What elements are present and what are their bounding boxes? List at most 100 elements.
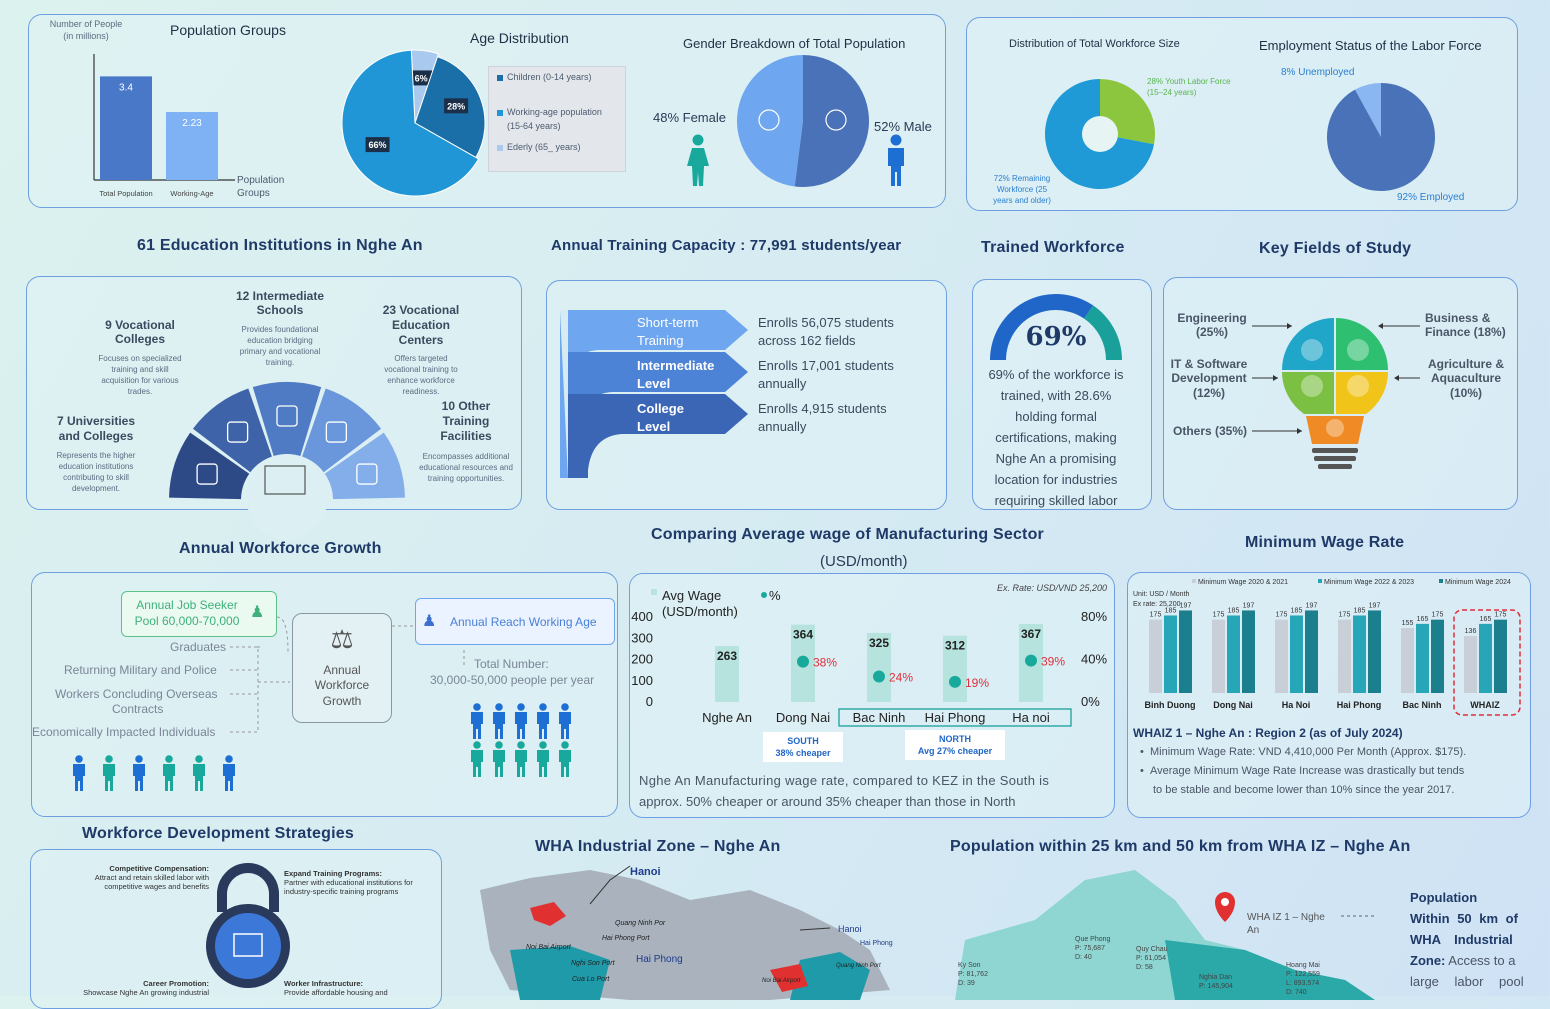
minwage-bar-label: 197 (1180, 602, 1192, 609)
minwage-rate: Ex rate: 25,200 (1133, 601, 1181, 608)
map2-nd-2: P: 145,904 (1199, 983, 1233, 990)
education-segment-icon (276, 405, 298, 427)
edu-vocc-desc-4: trades. (127, 387, 153, 396)
edu-vocc-desc-3: acquisition for various (101, 376, 179, 385)
minwage-bar-label: 185 (1291, 607, 1303, 614)
minwage-bar (1212, 619, 1225, 693)
wage-ytick: 400 (631, 609, 653, 624)
trained-gauge (990, 294, 1122, 360)
wage-bar-label: 364 (793, 628, 813, 642)
training-row3-desc-2: annually (758, 419, 807, 434)
edu-vcenters-desc-1: Offers targeted (394, 354, 448, 363)
field-it-2: Development (1171, 371, 1247, 385)
wage-pct-label: 38% (813, 656, 837, 670)
edu-other-title-3: Facilities (440, 429, 492, 443)
wage-legend-swatch-pct (761, 592, 767, 598)
map2-qc-1: Quy Chau (1136, 946, 1168, 953)
edu-intermediate-desc-2: education bridging (247, 336, 313, 345)
age-slice-label: 28% (447, 101, 465, 111)
minwage-bar-label: 175 (1339, 612, 1351, 619)
trained-line-5: Nghe An a promising (995, 451, 1117, 466)
trained-line-7: requiring skilled labor (994, 493, 1118, 508)
person-icon (103, 755, 115, 791)
strat-exp-1: Expand Training Programs: (284, 869, 382, 878)
wage-pct-point (949, 675, 961, 688)
training-row3-label-2: Level (637, 419, 671, 434)
growth-center-3: Growth (322, 694, 362, 708)
minwage-legend-swatch (1192, 579, 1196, 583)
minwage-bar (1431, 619, 1444, 693)
wage-pct-point (1025, 654, 1037, 667)
age-legend-elderly: Ederly (65_ years) (497, 142, 581, 152)
field-agri-2: Aquaculture (1430, 371, 1501, 385)
gender-title: Gender Breakdown of Total Population (683, 36, 906, 51)
education-segment (252, 382, 322, 456)
wage-bar (867, 632, 891, 702)
minwage-head: WHAIZ 1 – Nghe An : Region 2 (as of July… (1133, 726, 1403, 740)
wage-ytick: 100 (631, 673, 653, 688)
strat-exp-2: Partner with educational institutions fo… (284, 878, 413, 887)
edu-vocc-desc-1: Focuses on specialized (98, 354, 182, 363)
fields-lightbulb (1282, 318, 1388, 469)
field-biz-2: Finance (18%) (1425, 325, 1506, 339)
wage-ytick: 0 (646, 694, 653, 709)
minwage-bar (1416, 623, 1429, 693)
minwage-bar (1179, 610, 1192, 693)
minwage-bar (1494, 619, 1507, 693)
edu-vcenters-desc-4: readiness. (402, 387, 440, 396)
fields-arrows (1252, 323, 1420, 434)
edu-other-desc-2: educational resources and (419, 463, 513, 472)
minwage-category-label: Hai Phong (1337, 700, 1382, 710)
minwage-unit: Unit: USD / Month (1133, 591, 1190, 598)
wage-caption-2: approx. 50% cheaper or around 35% cheape… (639, 794, 1016, 809)
minwage-bar-label: 136 (1465, 628, 1477, 635)
minwage-bar (1338, 619, 1351, 693)
map2-side-3: WHA Industrial (1410, 932, 1513, 947)
growth-source-overseas-1: Workers Concluding Overseas (55, 687, 218, 701)
wage-pct-point (873, 670, 885, 683)
person-icon (193, 755, 205, 791)
female-slice-icon (758, 109, 780, 131)
edu-intermediate-desc-1: Provides foundational (241, 325, 319, 334)
job-seeker-pool-1: Annual Job Seeker (136, 598, 238, 612)
vietnam-map-1 (480, 865, 890, 1000)
north-value: Avg 27% cheaper (918, 746, 993, 756)
field-it-1: IT & Software (1170, 357, 1248, 371)
strat-infra-1: Worker Infrastructure: (284, 979, 364, 988)
age-slice-label: 66% (369, 140, 387, 150)
wage-y2tick: 0% (1081, 694, 1100, 709)
wage-pct-label: 39% (1041, 655, 1065, 669)
growth-center-icon: ⚖ (330, 624, 354, 654)
field-biz-1: Business & (1425, 311, 1491, 325)
pop-ylabel-2: (in millions) (63, 31, 109, 41)
trained-panel (972, 279, 1152, 510)
field-agri-1: Agriculture & (1427, 357, 1504, 371)
person-icon (537, 741, 549, 777)
workforce-donut (1045, 79, 1155, 189)
age-slice (341, 49, 480, 197)
unemployed-slice (1354, 83, 1381, 137)
education-segment (169, 432, 250, 500)
map2-ks-3: D: 39 (958, 980, 975, 987)
minwage-bar-label: 175 (1150, 612, 1162, 619)
workforce-size-title: Distribution of Total Workforce Size (1009, 38, 1180, 50)
minwage-legend-label: Minimum Wage 2022 & 2023 (1324, 579, 1414, 586)
person-icon (493, 703, 505, 739)
female-slice (736, 55, 803, 187)
minwage-bar-label: 197 (1306, 602, 1318, 609)
edu-other-desc-1: Encompasses additional (422, 452, 510, 461)
map2-marker-1: WHA IZ 1 – Nghe (1247, 912, 1325, 923)
job-seeker-icon: ♟ (250, 604, 265, 621)
trained-pct: 69% (1025, 322, 1087, 352)
training-row3-desc-1: Enrolls 4,915 students (758, 401, 887, 416)
strat-career-1: Career Promotion: (143, 979, 209, 988)
map2-qp-3: D: 40 (1075, 954, 1092, 961)
wage-category-label: Nghe An (702, 710, 752, 725)
pop-category-label: Total Population (99, 189, 152, 198)
person-icon (537, 703, 549, 739)
person-icon (471, 741, 483, 777)
age-dist-pie: 6% 28% 66% (341, 49, 486, 197)
training-row2-label-1: Intermediate (637, 358, 715, 373)
growth-center-1: Annual (323, 663, 361, 677)
minwage-bar-label: 175 (1276, 612, 1288, 619)
